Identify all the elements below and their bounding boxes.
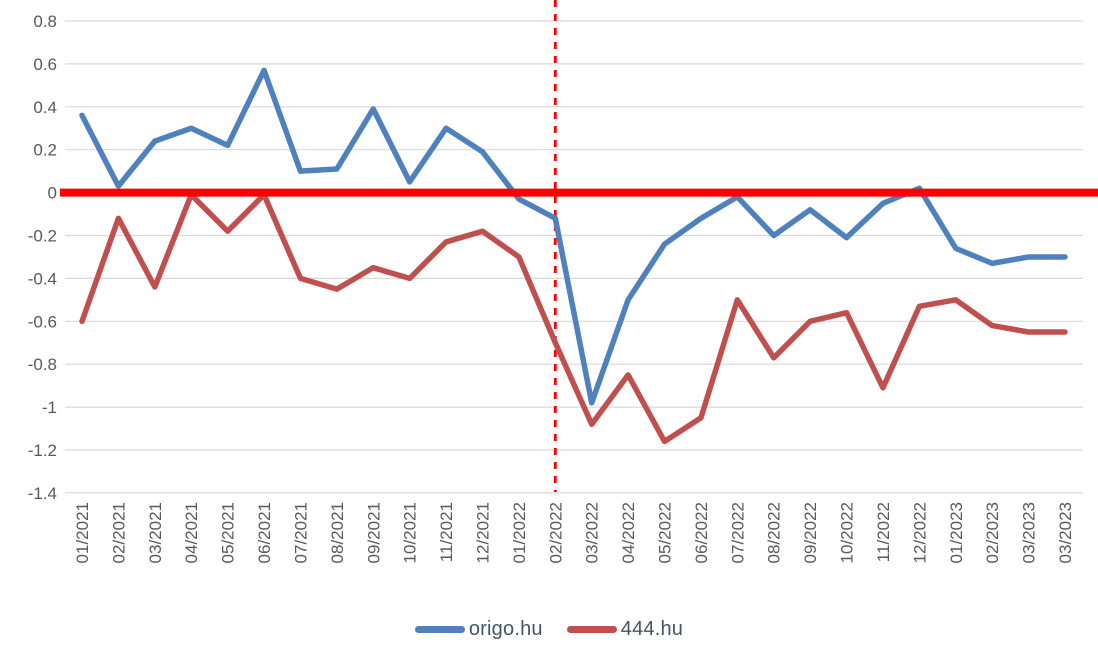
legend-label-origo: origo.hu	[468, 617, 543, 640]
x-axis-tick-label: 05/2021	[219, 502, 238, 563]
444-series-swatch-icon	[566, 625, 617, 633]
x-axis-tick-label: 04/2021	[182, 502, 201, 563]
legend-label-444: 444.hu	[620, 617, 684, 640]
x-axis-tick-label: 08/2022	[765, 502, 784, 563]
x-axis-tick-label: 01/2023	[947, 502, 966, 563]
y-axis-tick-label: -0.8	[28, 355, 57, 374]
y-axis-tick-label: -1	[42, 398, 57, 417]
x-axis-tick-label: 11/2021	[437, 502, 456, 562]
y-axis-tick-label: 0.2	[33, 141, 57, 160]
legend-item-444: 444.hu	[566, 617, 684, 641]
x-axis-tick-label: 03/2023	[1020, 502, 1039, 563]
x-axis-tick-label: 07/2021	[291, 502, 310, 563]
x-axis-tick-label: 01/2021	[73, 502, 92, 563]
chart-legend: origo.hu 444.hu	[0, 613, 1098, 645]
x-axis-tick-label: 09/2021	[364, 502, 383, 563]
y-axis-tick-label: 0	[48, 184, 57, 203]
x-axis-tick-label: 03/2023	[1056, 502, 1075, 563]
series-line-444-hu	[79, 191, 1068, 445]
x-axis-tick-label: 07/2022	[728, 502, 747, 563]
x-axis-tick-label: 02/2022	[546, 502, 565, 563]
x-axis-tick-label: 03/2021	[146, 502, 165, 563]
y-axis-tick-label: -0.4	[28, 269, 57, 288]
y-axis-tick-label: -1.4	[28, 484, 57, 503]
x-axis-tick-label: 09/2022	[801, 502, 820, 563]
y-axis-tick-label: 0.4	[33, 98, 57, 117]
x-axis-tick-label: 05/2022	[656, 502, 675, 563]
y-axis-tick-label: -0.2	[28, 227, 57, 246]
y-axis-tick-label: 0.8	[33, 12, 57, 31]
x-axis-tick-label: 02/2021	[109, 502, 128, 563]
x-axis-tick-label: 10/2021	[401, 502, 420, 563]
x-axis-tick-label: 10/2022	[838, 502, 857, 563]
x-axis-tick-label: 03/2022	[583, 502, 602, 563]
x-axis-tick-label: 06/2022	[692, 502, 711, 563]
origo-series-swatch-icon	[414, 625, 465, 633]
x-axis-tick-label: 11/2022	[874, 502, 893, 562]
x-axis-tick-label: 12/2021	[473, 502, 492, 563]
x-axis-tick-label: 08/2021	[328, 502, 347, 563]
x-axis-tick-label: 01/2022	[510, 502, 529, 563]
x-axis-tick-label: 02/2023	[983, 502, 1002, 563]
y-axis-tick-label: -1.2	[28, 441, 57, 460]
x-axis-tick-label: 12/2022	[910, 502, 929, 563]
y-axis-tick-label: 0.6	[33, 55, 57, 74]
series-line-origo-hu	[79, 67, 1068, 406]
y-axis-tick-label: -0.6	[28, 312, 57, 331]
x-axis-tick-label: 04/2022	[619, 502, 638, 563]
legend-item-origo: origo.hu	[414, 617, 543, 641]
x-axis-tick-label: 06/2021	[255, 502, 274, 563]
